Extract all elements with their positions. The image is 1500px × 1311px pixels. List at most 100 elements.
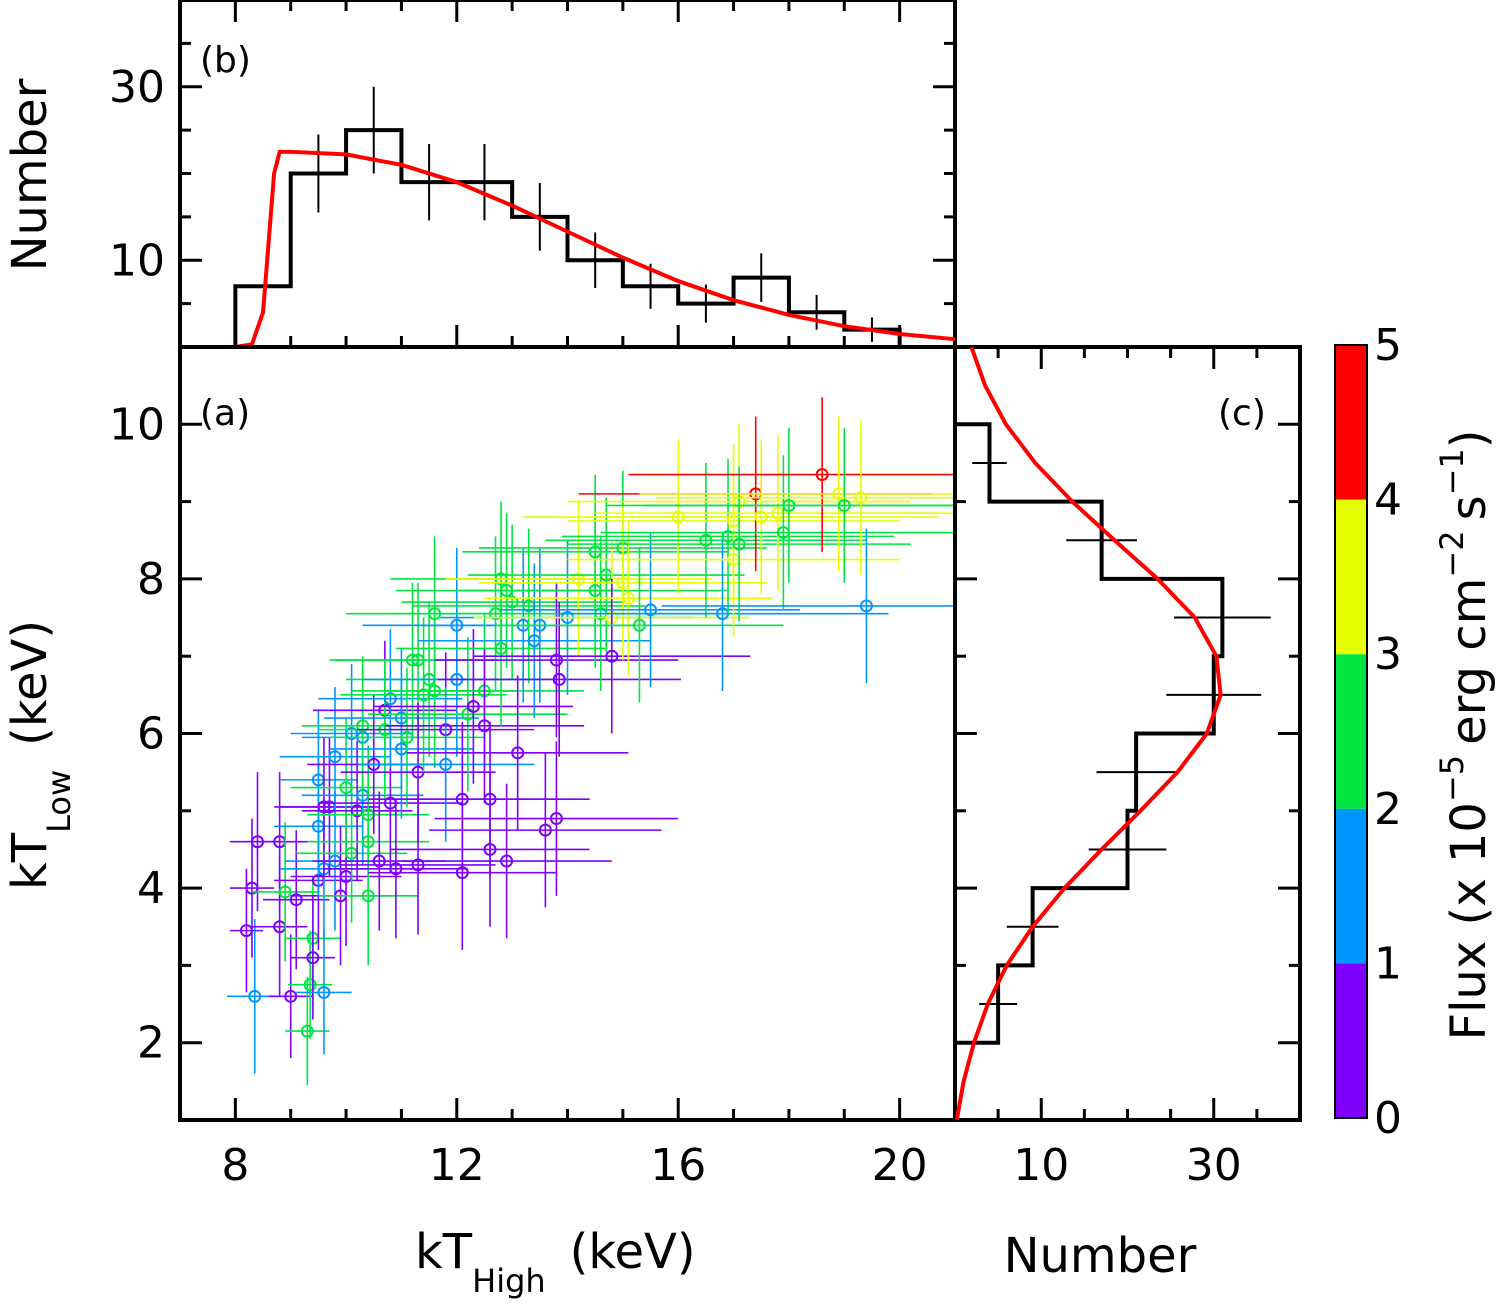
b-y-tick-label: 10 [109,235,165,286]
colorbar-band [1335,499,1367,655]
scatter-point [251,857,308,997]
scatter-point [462,513,729,668]
scatter-point [384,648,585,804]
c-x-tick-label: 10 [1013,1140,1069,1191]
panel-b-label: (b) [200,40,251,81]
colorbar-tick-label: 4 [1374,475,1402,526]
colorbar-tick-labels: 0 1 2 3 4 5 [1374,320,1402,1144]
panel-c-label: (c) [1218,393,1266,434]
b-y-tick-label: 30 [109,62,165,113]
scatter-point [567,466,911,622]
scatter-point [445,501,712,657]
scatter-point [545,462,867,618]
scatter-point [357,687,535,842]
panel-b-y-tick-labels: 10 30 [109,62,165,287]
scatter-point [406,675,629,831]
histogram-steps-b [233,128,902,347]
colorbar-tick-label: 0 [1374,1093,1402,1144]
histogram-steps-c [955,422,1225,1045]
scatter-point [478,505,767,661]
scatter-point [661,528,955,684]
a-x-tick-label: 8 [221,1140,249,1191]
scatter-point [467,497,745,653]
cb-title-unit: erg cm [1441,578,1497,745]
scatter-point [290,663,413,804]
scatter-point [368,795,557,950]
x-title-main: kT [415,1224,473,1280]
panel-b-histogram [233,128,902,347]
a-x-tick-label: 12 [429,1140,485,1191]
scatter-point [263,830,330,970]
panel-c: (c) 10 30 Number [953,345,1302,1284]
scatter-point [323,799,468,939]
scatter-point [645,428,955,583]
a-y-tick-label: 2 [137,1018,165,1069]
scatter-point [584,439,939,595]
colorbar-band [1335,963,1367,1118]
scatter-point [373,629,574,784]
c-x-tick-label: 30 [1186,1140,1242,1191]
panel-a-points [227,397,955,1086]
scatter-point [495,547,784,703]
scatter-point [501,532,800,688]
colorbar: 0 1 2 3 4 5 Flux (x 10−5 erg cm−2 s−1) [1334,320,1497,1144]
colorbar-band [1335,808,1367,964]
panel-a-label: (a) [200,393,250,434]
scatter-point [437,602,681,757]
panel-b-y-axis-title: Number [2,78,58,271]
cb-title-unit-exp: −2 [1433,530,1471,577]
panel-c-model-curve [954,346,1223,1121]
panel-c-x-tick-labels: 10 30 [1013,1140,1242,1191]
scatter-point [429,752,662,908]
colorbar-title: Flux (x 10−5 erg cm−2 s−1) [1433,429,1497,1040]
x-title-sub: High [472,1262,546,1300]
scatter-point [287,930,333,1039]
cb-title-close: ) [1441,429,1497,448]
panel-b: (b) 10 30 Number [2,0,957,349]
a-x-tick-label: 16 [650,1140,706,1191]
panel-c-ticks [953,345,1302,1122]
panel-c-x-axis-title: Number [1004,1228,1197,1284]
scatter-point [628,397,955,552]
a-y-tick-label: 4 [137,863,165,914]
a-y-tick-label: 10 [109,399,165,450]
a-x-tick-label: 20 [872,1140,928,1191]
cb-title-s-exp: −1 [1433,448,1471,495]
cb-title-s: s [1441,495,1497,520]
panel-a-y-tick-labels: 2 4 6 8 10 [109,399,165,1068]
scatter-point [484,520,773,676]
panel-a-y-axis-title: kTLow (keV) [2,620,78,890]
a-y-tick-label: 6 [137,709,165,760]
scatter-point [340,795,496,935]
scatter-point [434,741,679,896]
y-title-sub: Low [40,770,78,833]
colorbar-band [1335,345,1367,500]
a-y-tick-label: 8 [137,554,165,605]
scatter-point [473,578,751,734]
scatter-point [329,667,485,807]
scatter-point [434,582,679,738]
scatter-point [656,420,955,576]
colorbar-bands [1335,345,1367,1118]
y-title-unit: (keV) [2,620,58,746]
scatter-point [307,772,430,912]
scatter-point [318,629,463,769]
cb-title-exp: −5 [1433,755,1471,802]
colorbar-frame [1334,344,1368,1119]
colorbar-tick-label: 5 [1374,320,1402,371]
panel-a-x-tick-labels: 8 12 16 20 [221,1140,927,1191]
scatter-point [290,895,335,1020]
scatter-point [401,524,623,680]
colorbar-band [1335,654,1367,809]
panel-a-x-axis-title: kTHigh (keV) [415,1224,696,1300]
y-title-main: kT [2,832,58,890]
colorbar-tick-label: 2 [1374,784,1402,835]
colorbar-tick-label: 3 [1374,629,1402,680]
x-title-unit: (keV) [570,1224,696,1280]
scatter-point [595,435,955,591]
panel-c-error-bars [972,461,1271,1006]
scatter-point [268,934,313,1059]
panel-b-model-curve [180,149,956,349]
scatter-point [296,930,352,1055]
